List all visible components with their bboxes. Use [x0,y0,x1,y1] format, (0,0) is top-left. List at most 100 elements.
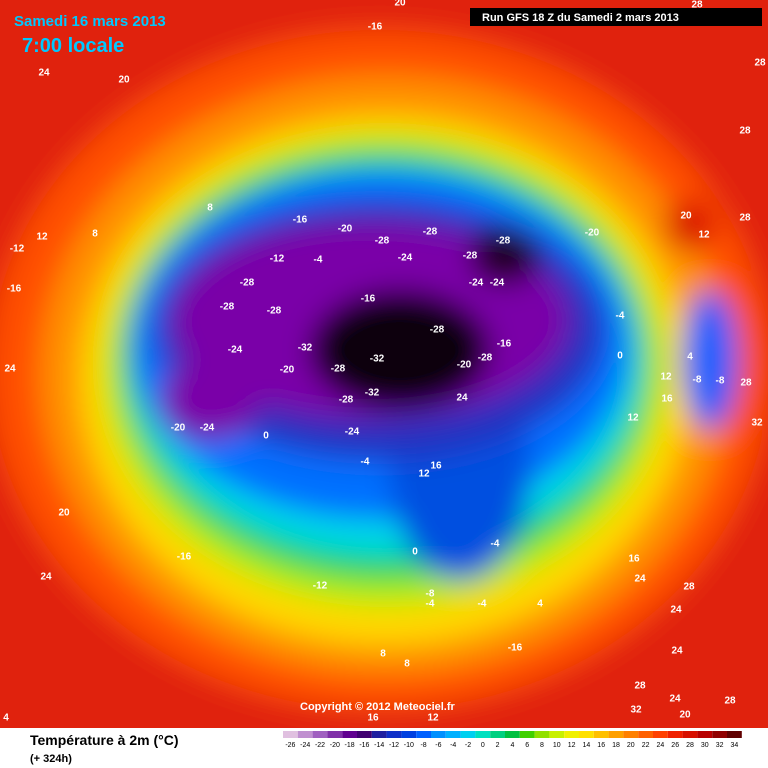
contour-label: -12 [10,244,25,255]
contour-label: 32 [630,705,642,716]
scale-label: 10 [553,742,561,749]
scale-swatch [579,731,594,738]
contour-label: 24 [456,393,468,404]
contour-label: 28 [754,58,766,69]
scale-swatch [727,731,742,738]
contour-label: 8 [207,203,213,214]
scale-swatch [416,731,431,738]
scale-label: 22 [642,742,650,749]
scale-label: 16 [597,742,605,749]
contour-label: 16 [628,554,640,565]
scale-swatch [564,731,579,738]
scale-label: -2 [465,742,471,749]
contour-label: 8 [380,649,386,660]
scale-swatch [283,731,298,738]
contour-label: 20 [58,508,70,519]
contour-label: -32 [365,388,380,399]
scale-label: 34 [731,742,739,749]
contour-label: -4 [426,599,435,610]
contour-label: -28 [478,353,493,364]
contour-label: -8 [426,589,435,600]
contour-label: -28 [430,325,445,336]
contour-label: -8 [716,376,725,387]
contour-label: -16 [497,339,512,350]
scale-swatch [386,731,402,738]
contour-label: -32 [370,354,385,365]
contour-label: 0 [263,431,269,442]
contour-label: -16 [508,643,523,654]
scale-label: 6 [525,742,529,749]
scale-swatch [371,731,387,738]
contour-label: 24 [670,605,682,616]
contour-label: 16 [661,394,673,405]
contour-label: -4 [361,457,370,468]
scale-label: -18 [345,742,355,749]
contour-label: 28 [683,582,695,593]
color-scale: -26 -24 -22 -20 -18 -16 -14 -12 -10 -8 -6 -4 -2 0 2 4 6 8… [283,731,742,749]
scale-swatch [505,731,520,738]
scale-label: -20 [330,742,340,749]
contour-label: 12 [627,413,639,424]
scale-label: -4 [450,742,456,749]
scale-swatch [593,731,609,738]
scale-swatch [667,731,683,738]
contour-label: -16 [293,215,308,226]
scale-label: -10 [404,742,414,749]
contour-label: 24 [4,364,16,375]
scale-swatch [534,731,550,738]
contour-label: -28 [463,251,478,262]
contour-label: 20 [679,710,691,721]
scale-label: -6 [435,742,441,749]
contour-label: 28 [691,0,703,11]
contour-label: 12 [418,469,430,480]
contour-label: 20 [118,75,130,86]
contour-label: -24 [398,253,413,264]
contour-label: -16 [368,22,383,33]
scale-label: 2 [496,742,500,749]
contour-label: -4 [478,599,487,610]
contour-label: -24 [490,278,505,289]
legend-lead: (+ 324h) [30,753,72,765]
contour-label: -20 [457,360,472,371]
contour-label: 12 [36,232,48,243]
contour-label: 4 [687,352,693,363]
scale-label: -22 [315,742,325,749]
contour-label: 28 [739,213,751,224]
scale-swatch [490,731,505,738]
scale-swatch [712,731,727,738]
scale-swatch [431,731,446,738]
contour-label: -12 [270,254,285,265]
contour-label: -20 [338,224,353,235]
contour-label: 28 [739,126,751,137]
contour-label: 28 [634,681,646,692]
scale-swatch [549,731,565,738]
contour-label: 8 [92,229,98,240]
contour-label: -28 [339,395,354,406]
scale-label: 14 [583,742,591,749]
scale-label: 26 [671,742,679,749]
contour-label: -16 [361,294,376,305]
run: Run GFS 18 Z du Samedi 2 mars 2013 [482,12,679,24]
scale-label: 0 [481,742,485,749]
scale-label: -14 [374,742,384,749]
contour-label: 20 [394,0,406,9]
scale-label: -16 [359,742,369,749]
contour-label: -28 [423,227,438,238]
contour-label: -16 [177,552,192,563]
contour-label: -20 [280,365,295,376]
scale-swatch [357,731,372,738]
contour-label: 20 [680,211,692,222]
scale-label: 32 [716,742,724,749]
scale-swatch [460,731,476,738]
contour-label: 16 [430,461,442,472]
contour-label: 12 [427,713,439,724]
scale-swatch [475,731,491,738]
contour-label: -8 [693,375,702,386]
scale-label: -26 [285,742,295,749]
contour-label: 24 [669,694,681,705]
copyright: Copyright © 2012 Meteociel.fr [300,701,456,713]
scale-swatch [653,731,668,738]
contour-label: 0 [617,351,623,362]
scale-label: 8 [540,742,544,749]
